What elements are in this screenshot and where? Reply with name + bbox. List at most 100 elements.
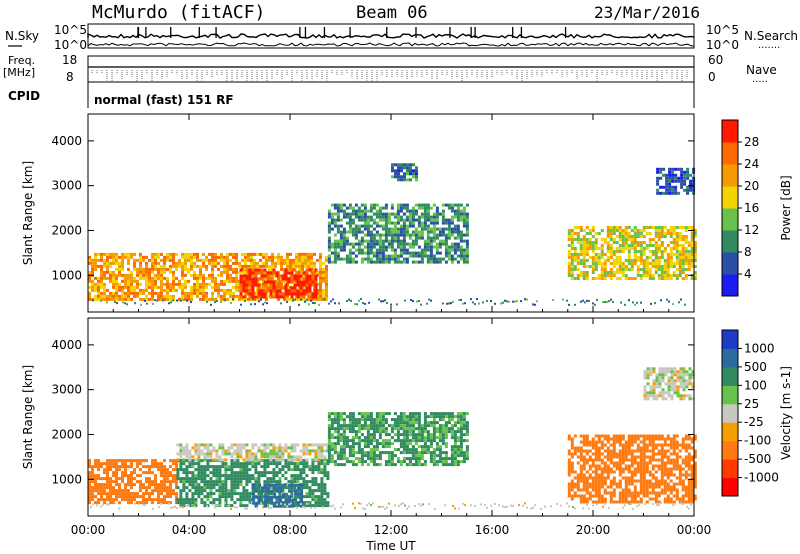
data-cell	[103, 486, 106, 490]
data-cell	[426, 215, 430, 219]
data-cell	[348, 251, 352, 255]
data-cell	[290, 280, 294, 284]
data-cell	[459, 424, 463, 428]
data-cell	[305, 271, 309, 275]
data-cell	[229, 276, 232, 280]
data-cell	[441, 415, 445, 419]
data-cell	[570, 455, 574, 459]
data-cell	[384, 430, 388, 434]
data-cell	[194, 458, 198, 462]
data-cell	[381, 430, 385, 434]
data-cell	[363, 439, 367, 443]
data-cell	[317, 452, 321, 456]
data-cell	[193, 291, 196, 295]
data-cell	[218, 474, 222, 478]
data-cell	[311, 295, 315, 299]
data-cell	[163, 267, 166, 271]
data-cell	[215, 498, 219, 502]
data-cell	[369, 415, 373, 419]
data-cell	[363, 245, 367, 249]
data-region	[327, 203, 469, 264]
data-cell	[423, 218, 427, 222]
data-cell	[103, 468, 106, 472]
data-cell	[420, 203, 424, 207]
data-cell	[220, 258, 223, 262]
data-cell	[648, 226, 652, 229]
data-cell	[399, 445, 403, 449]
data-cell	[364, 302, 366, 305]
data-cell	[166, 495, 169, 499]
data-cell	[239, 465, 243, 469]
data-cell	[470, 298, 472, 301]
data-cell	[414, 460, 418, 464]
data-cell	[308, 468, 312, 472]
data-cell	[456, 427, 460, 431]
data-cell	[345, 212, 349, 216]
data-cell	[369, 230, 373, 234]
data-cell	[432, 424, 436, 428]
data-cell	[693, 259, 697, 262]
data-cell	[636, 259, 640, 262]
data-cell	[375, 257, 379, 261]
data-cell	[257, 289, 261, 293]
data-cell	[357, 218, 361, 222]
data-cell	[302, 443, 306, 447]
data-cell	[636, 491, 640, 495]
data-cell	[621, 250, 625, 253]
data-cell	[435, 412, 439, 416]
data-cell	[227, 452, 231, 456]
data-cell	[456, 236, 460, 240]
data-cell	[148, 267, 151, 271]
data-cell	[339, 412, 343, 416]
data-cell	[139, 252, 142, 256]
data-cell	[206, 495, 210, 499]
data-cell	[624, 482, 628, 486]
data-cell	[351, 460, 355, 464]
data-cell	[235, 270, 238, 274]
data-cell	[678, 226, 682, 229]
data-cell	[666, 229, 670, 232]
data-cell	[133, 264, 136, 268]
data-cell	[103, 477, 106, 481]
data-cell	[677, 167, 681, 171]
data-cell	[681, 268, 685, 271]
data-cell	[411, 424, 415, 428]
data-cell	[238, 297, 241, 301]
data-cell	[636, 301, 638, 304]
data-cell	[576, 253, 580, 256]
data-cell	[130, 255, 133, 259]
data-cell	[118, 261, 121, 265]
data-cell	[582, 443, 586, 447]
data-cell	[462, 412, 466, 416]
data-cell	[221, 462, 225, 466]
data-cell	[390, 254, 394, 258]
data-cell	[185, 477, 189, 481]
data-cell	[680, 170, 684, 174]
data-cell	[582, 250, 586, 253]
data-cell	[366, 239, 370, 243]
data-cell	[357, 245, 361, 249]
data-cell	[659, 176, 663, 180]
data-cell	[396, 254, 400, 258]
data-cell	[405, 224, 409, 228]
data-cell	[242, 277, 246, 281]
data-cell	[217, 291, 220, 295]
data-cell	[582, 256, 586, 259]
data-cell	[363, 206, 367, 210]
data-cell	[106, 462, 109, 466]
data-cell	[423, 415, 427, 419]
data-cell	[444, 460, 448, 464]
data-cell	[239, 452, 243, 456]
data-cell	[322, 276, 325, 280]
data-cell	[408, 245, 412, 249]
data-cell	[432, 227, 436, 231]
data-cell	[627, 491, 631, 495]
data-cell	[567, 253, 571, 256]
data-cell	[230, 480, 234, 484]
data-cell	[573, 238, 577, 241]
data-cell	[160, 480, 163, 484]
data-cell	[160, 282, 163, 286]
data-cell	[133, 291, 136, 295]
data-cell	[406, 172, 409, 176]
data-cell	[612, 250, 616, 253]
